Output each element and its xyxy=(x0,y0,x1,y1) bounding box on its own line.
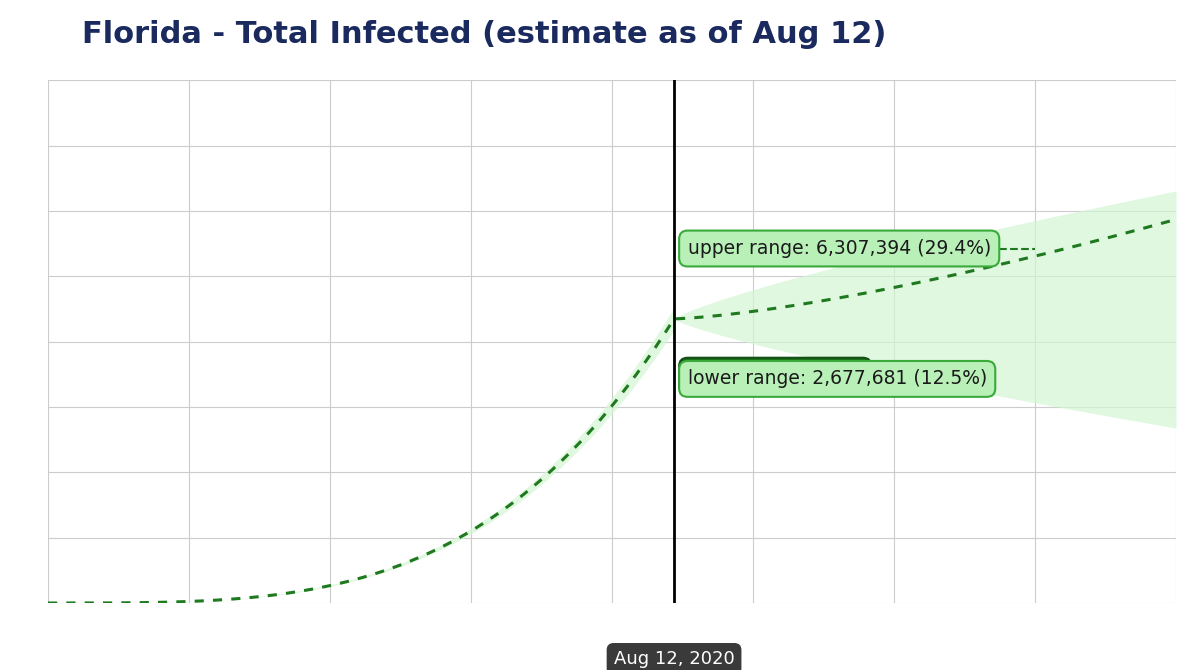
Text: 4,349,899 (20.3%): 4,349,899 (20.3%) xyxy=(688,366,863,385)
Text: Florida - Total Infected (estimate as of Aug 12): Florida - Total Infected (estimate as of… xyxy=(82,20,887,49)
Text: Aug 12, 2020: Aug 12, 2020 xyxy=(613,650,734,668)
Text: lower range: 2,677,681 (12.5%): lower range: 2,677,681 (12.5%) xyxy=(688,369,986,389)
Text: upper range: 6,307,394 (29.4%): upper range: 6,307,394 (29.4%) xyxy=(688,239,991,258)
